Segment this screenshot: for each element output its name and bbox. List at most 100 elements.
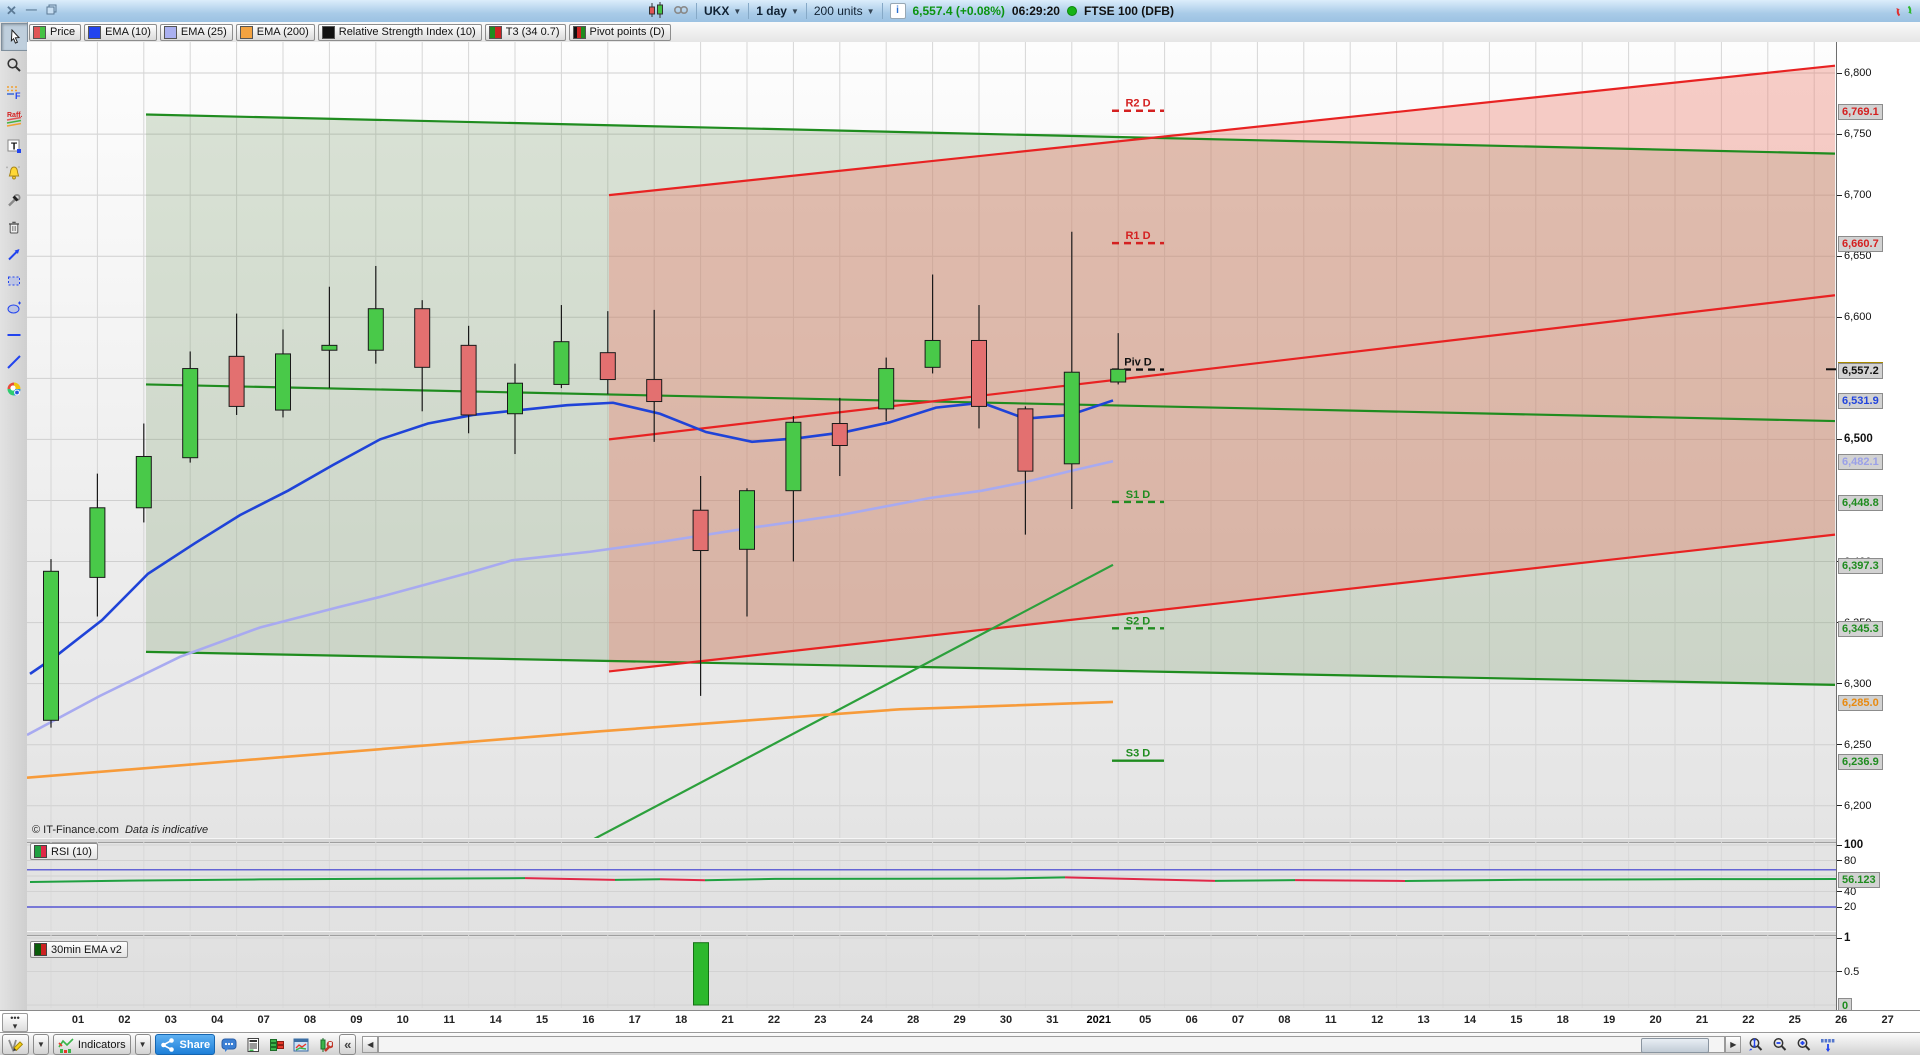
restore-icon[interactable] <box>46 3 57 18</box>
date-label: 14 <box>489 1014 502 1026</box>
date-label: 10 <box>396 1014 409 1026</box>
candle-29[interactable] <box>924 339 941 368</box>
legend-chip-t3-34-0-7-[interactable]: T3 (34 0.7) <box>484 23 566 41</box>
legend-swatch-icon <box>163 25 177 39</box>
close-icon[interactable]: ✕ <box>6 3 17 18</box>
horizontal-line-tool[interactable] <box>1 322 26 348</box>
rsi-line-segment <box>1214 879 1296 882</box>
legend-chip-ema-200-[interactable]: EMA (200) <box>235 23 315 41</box>
candle-23[interactable] <box>785 421 802 492</box>
zoom-fit-icon <box>1749 1037 1763 1051</box>
symbol-dropdown[interactable]: UKX ▼ <box>704 4 742 18</box>
magnifier-tool[interactable] <box>1 52 26 78</box>
legend-chip-pivot-points-d-[interactable]: Pivot points (D) <box>568 23 671 41</box>
panel-separator[interactable] <box>27 931 1836 936</box>
raff-green-upper-line <box>145 113 1836 155</box>
rsi-chip[interactable]: RSI (10) <box>30 843 98 860</box>
date-label: 2021 <box>1086 1014 1112 1026</box>
collapse-toolbar-button[interactable]: « <box>339 1034 357 1055</box>
cursor-tool[interactable] <box>1 23 28 51</box>
units-dropdown[interactable]: 200 units ▼ <box>813 4 875 18</box>
scroll-right-button[interactable]: ▶ <box>1725 1036 1742 1053</box>
candle-05[interactable] <box>1110 368 1127 383</box>
candle-04[interactable] <box>182 368 199 459</box>
candle-07[interactable] <box>228 355 245 407</box>
share-button[interactable]: Share <box>154 1034 216 1055</box>
bar-width-button[interactable] <box>1818 1035 1838 1054</box>
wrench-candle-button[interactable] <box>315 1035 335 1054</box>
refresh-icon[interactable] <box>1896 3 1912 22</box>
tools-tool[interactable] <box>1 187 26 213</box>
info-icon[interactable]: i <box>889 3 906 19</box>
raff-channel-tool[interactable]: Raff. <box>1 106 26 132</box>
timeframe-dropdown[interactable]: 1 day ▼ <box>756 4 799 18</box>
panel-separator[interactable] <box>27 838 1836 843</box>
zoom-fit-button[interactable] <box>1746 1035 1766 1054</box>
alert-tool[interactable]: “” <box>1 160 26 186</box>
ema-screener-chip[interactable]: 30min EMA v2 <box>30 941 128 958</box>
svg-text:“: “ <box>6 167 8 173</box>
candle-28[interactable] <box>878 368 895 410</box>
candle-11[interactable] <box>414 308 431 368</box>
draw-dropdown[interactable]: ▼ <box>33 1034 49 1055</box>
comment-icon <box>221 1038 237 1052</box>
ellipse-tool[interactable] <box>1 295 26 321</box>
axis-options-button[interactable]: ••• ▾ <box>2 1013 28 1032</box>
legend-chip-price[interactable]: Price <box>29 23 82 41</box>
legend-swatch-icon <box>321 25 335 39</box>
candle-02[interactable] <box>89 507 106 578</box>
date-axis[interactable]: ••• ▾ 01 02 03 04 07 08 09 10 11 14 15 16 17 18 21 22 23 2… <box>0 1010 1920 1034</box>
axis-tick: 6,700 <box>1837 188 1872 202</box>
legend-chip-ema-10-[interactable]: EMA (10) <box>84 23 157 41</box>
columns-button[interactable] <box>267 1035 287 1054</box>
candle-03[interactable] <box>135 455 152 509</box>
chart-scrollbar[interactable] <box>378 1036 1726 1053</box>
candle-10[interactable] <box>367 308 384 351</box>
axis-tick: 100 <box>1837 838 1863 852</box>
candle-15[interactable] <box>507 382 523 415</box>
title-bar: ✕ — UKX ▼ 1 day ▼ 200 units ▼ i 6,557.4 (+0… <box>0 0 1920 23</box>
axis-tick: 40 <box>1837 885 1856 899</box>
candle-18[interactable] <box>646 379 663 403</box>
draw-button[interactable] <box>2 1034 29 1055</box>
candle-16[interactable] <box>553 341 570 385</box>
scrollbar-thumb[interactable] <box>1641 1038 1710 1053</box>
legend-chip-relative-strength-index-10-[interactable]: Relative Strength Index (10) <box>317 23 482 41</box>
rectangle-tool[interactable] <box>1 268 26 294</box>
price-axis[interactable]: 6,8006,7506,7006,6506,6006,5006,4006,350… <box>1836 42 1920 1014</box>
minimize-icon[interactable]: — <box>25 4 37 16</box>
chart-area[interactable]: R2 D R1 D Piv D S1 D S2 D S3 D © IT-Finance.c… <box>27 42 1836 1010</box>
zoom-out-button[interactable] <box>1770 1035 1790 1054</box>
trend-arrow-tool[interactable] <box>1 241 26 267</box>
indicators-button[interactable]: Indicators <box>52 1034 131 1055</box>
chart-window-button[interactable] <box>291 1035 311 1054</box>
report-button[interactable] <box>243 1035 263 1054</box>
candle-17[interactable] <box>599 352 616 381</box>
fibonacci-tool[interactable]: F <box>1 79 26 105</box>
candle-01[interactable] <box>43 570 59 721</box>
alert-icon: “” <box>6 166 20 180</box>
candle-08[interactable] <box>275 353 291 411</box>
text-tool[interactable]: T <box>1 133 26 159</box>
comment-button[interactable] <box>219 1035 239 1054</box>
color-wheel-tool[interactable] <box>1 376 26 402</box>
scroll-left-button[interactable]: ◀ <box>362 1036 379 1053</box>
candle-31[interactable] <box>1017 408 1034 472</box>
candle-14[interactable] <box>460 344 477 416</box>
candle-21[interactable] <box>692 509 709 552</box>
diagonal-line-tool[interactable] <box>1 349 26 375</box>
legend-chip-ema-25-[interactable]: EMA (25) <box>159 23 233 41</box>
candle-09[interactable] <box>321 344 338 351</box>
screener-bar[interactable] <box>693 942 709 1006</box>
cursor-icon <box>10 29 20 44</box>
candle-04[interactable] <box>1063 371 1080 465</box>
ema200-line <box>27 700 1114 779</box>
candle-30[interactable] <box>971 339 987 407</box>
link-icon[interactable] <box>673 3 689 20</box>
zoom-in-button[interactable] <box>1794 1035 1814 1054</box>
candle-22[interactable] <box>739 490 755 550</box>
trash-tool[interactable] <box>1 214 26 240</box>
indicators-dropdown[interactable]: ▼ <box>134 1034 151 1055</box>
candle-24[interactable] <box>831 423 848 446</box>
date-label: 22 <box>1742 1014 1755 1026</box>
